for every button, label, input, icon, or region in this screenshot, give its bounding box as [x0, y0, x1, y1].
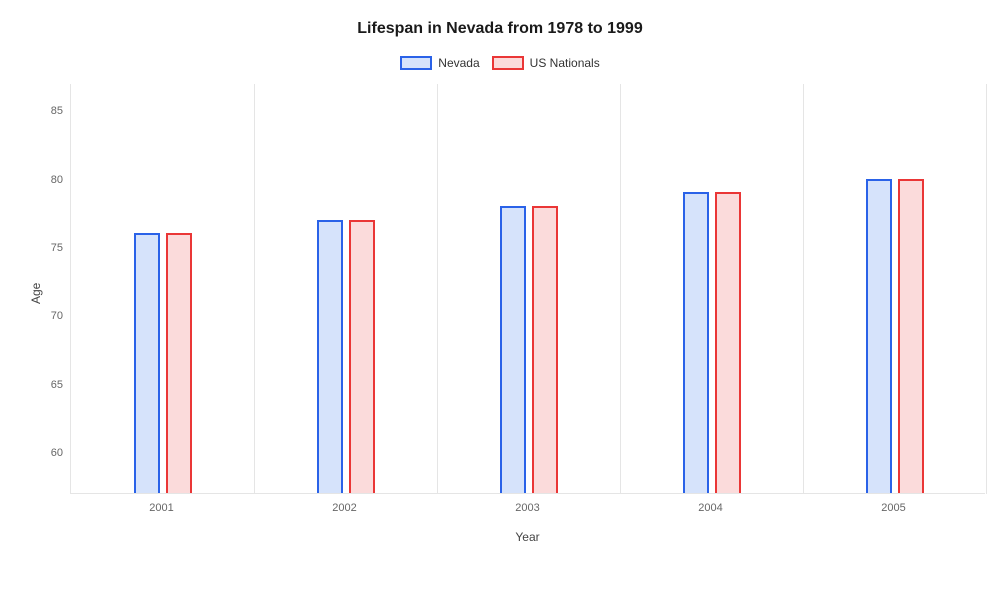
legend-swatch-us-nationals [492, 56, 524, 70]
x-tick-label: 2003 [515, 502, 539, 514]
x-axis-label: Year [515, 530, 539, 544]
chart-title: Lifespan in Nevada from 1978 to 1999 [30, 20, 970, 38]
x-tick-label: 2005 [881, 502, 905, 514]
x-tick-label: 2001 [149, 502, 173, 514]
y-tick-label: 85 [33, 105, 63, 117]
legend-label-nevada: Nevada [438, 56, 479, 70]
vgrid-line [254, 84, 255, 494]
y-tick-label: 70 [33, 310, 63, 322]
bar-us-nationals [166, 233, 192, 493]
y-axis-label: Age [29, 283, 43, 304]
bar-nevada [134, 233, 160, 493]
vgrid-line [437, 84, 438, 494]
vgrid-line [803, 84, 804, 494]
bar-nevada [317, 220, 343, 493]
chart-container: Lifespan in Nevada from 1978 to 1999 Nev… [0, 0, 1000, 600]
bar-nevada [683, 192, 709, 493]
y-tick-label: 80 [33, 174, 63, 186]
bar-us-nationals [349, 220, 375, 493]
bar-nevada [866, 179, 892, 493]
vgrid-line [620, 84, 621, 494]
y-tick-label: 60 [33, 447, 63, 459]
y-tick-label: 65 [33, 379, 63, 391]
bar-nevada [500, 206, 526, 493]
bar-us-nationals [532, 206, 558, 493]
legend-swatch-nevada [400, 56, 432, 70]
legend-item-us-nationals: US Nationals [492, 56, 600, 70]
bar-us-nationals [898, 179, 924, 493]
plot: Age 606570758085 Year 200120022003200420… [70, 84, 985, 524]
legend-item-nevada: Nevada [400, 56, 479, 70]
y-tick-label: 75 [33, 242, 63, 254]
legend: Nevada US Nationals [30, 56, 970, 70]
plot-area: 606570758085 [70, 84, 985, 494]
x-tick-label: 2002 [332, 502, 356, 514]
x-tick-label: 2004 [698, 502, 722, 514]
bar-us-nationals [715, 192, 741, 493]
legend-label-us-nationals: US Nationals [530, 56, 600, 70]
vgrid-line [986, 84, 987, 494]
